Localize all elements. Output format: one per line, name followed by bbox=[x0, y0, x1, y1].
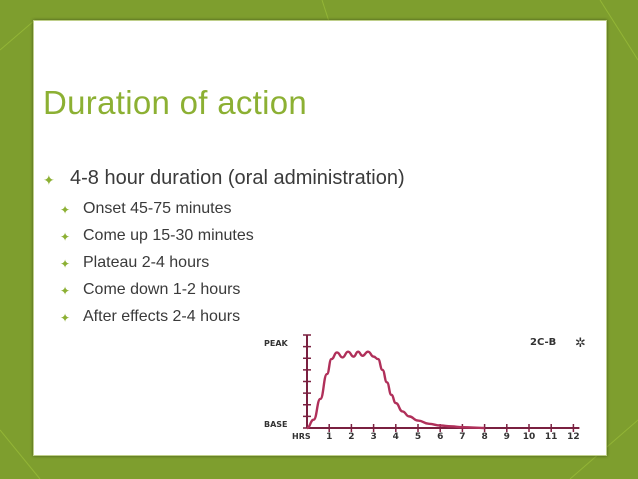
bullet-marker-icon: ✦ bbox=[43, 172, 55, 188]
duration-chart: PEAK BASE HRS 2C-B ✲ 1 2 3 4 5 6 7 8 9 10 11 12 bbox=[264, 334, 586, 442]
chart-x-tick-label: 6 bbox=[437, 432, 443, 442]
bullet-text: Come up 15-30 minutes bbox=[83, 227, 254, 244]
chart-x-tick-label: 2 bbox=[348, 432, 354, 442]
chart-axes bbox=[303, 334, 580, 429]
chart-x-tick-label: 3 bbox=[370, 432, 376, 442]
chart-x-tick-label: 5 bbox=[415, 432, 421, 442]
chart-ylabel-bottom: BASE bbox=[264, 420, 288, 429]
chart-xlabel: HRS bbox=[292, 432, 311, 441]
chart-x-tick-label: 10 bbox=[523, 432, 536, 442]
bullet-text: Come down 1-2 hours bbox=[83, 281, 241, 298]
chart-x-ticks: 1 2 3 4 5 6 7 8 9 10 11 12 bbox=[326, 424, 580, 442]
bullet-text: 4-8 hour duration (oral administration) bbox=[70, 167, 405, 189]
bullet-text: Plateau 2-4 hours bbox=[83, 254, 210, 271]
star-icon: ✲ bbox=[575, 336, 586, 351]
bullet-text: After effects 2-4 hours bbox=[83, 308, 241, 325]
chart-title: 2C-B bbox=[530, 337, 556, 348]
chart-x-tick-label: 8 bbox=[481, 432, 487, 442]
chart-x-tick-label: 11 bbox=[545, 432, 558, 442]
chart-x-tick-label: 1 bbox=[326, 432, 332, 442]
slide-title: Duration of action bbox=[43, 84, 308, 121]
chart-x-tick-label: 9 bbox=[504, 432, 510, 442]
bullet-marker-icon: ✦ bbox=[60, 311, 71, 325]
chart-series-line bbox=[306, 350, 485, 430]
chart-x-tick-label: 4 bbox=[393, 432, 399, 442]
bullet-marker-icon: ✦ bbox=[60, 203, 71, 217]
slide-canvas bbox=[33, 20, 607, 456]
chart-x-tick-label: 12 bbox=[567, 432, 580, 442]
chart-ylabel-top: PEAK bbox=[264, 339, 289, 348]
chart-x-tick-label: 7 bbox=[459, 432, 465, 442]
bullet-marker-icon: ✦ bbox=[60, 257, 71, 271]
bullet-marker-icon: ✦ bbox=[60, 284, 71, 298]
bullet-text: Onset 45-75 minutes bbox=[83, 200, 232, 217]
bullet-marker-icon: ✦ bbox=[60, 230, 71, 244]
